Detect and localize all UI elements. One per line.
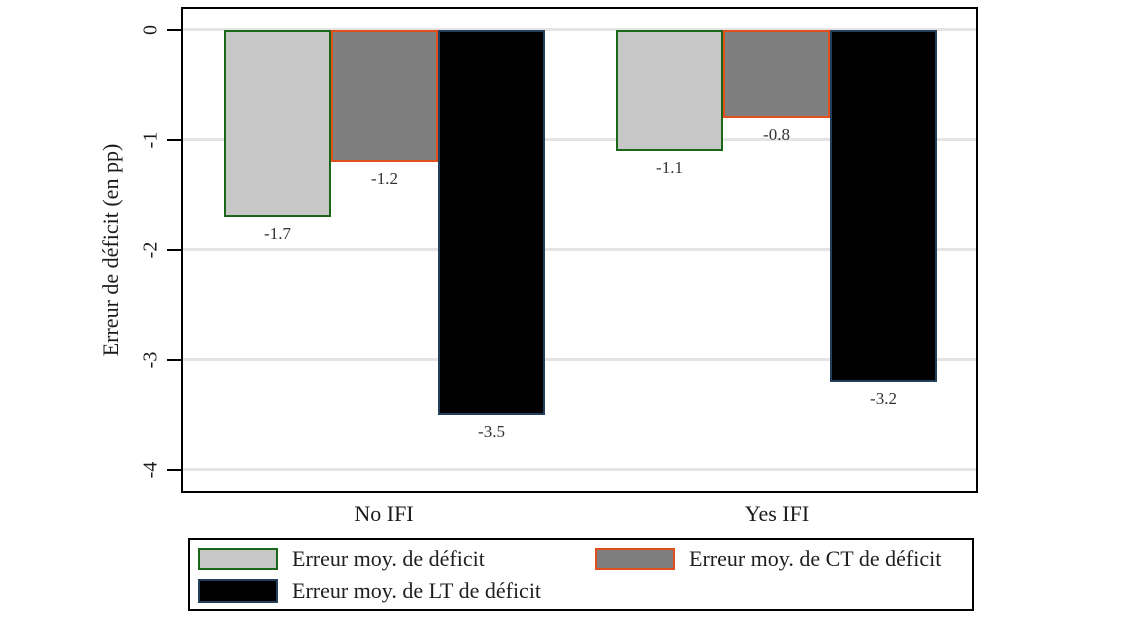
bar-series-0-cat-0 [224,30,331,217]
bar-value-label: -3.5 [478,422,505,441]
y-tick [167,359,181,361]
bar-series-0-cat-1 [616,30,723,151]
y-tick-label: -3 [139,351,162,369]
bar-value-label: -1.1 [656,158,683,177]
y-tick [167,139,181,141]
bar-series-2-cat-0 [438,30,545,415]
bar-series-1-cat-0 [331,30,438,162]
bar-series-2-cat-1 [830,30,937,382]
y-tick-label: -2 [139,241,162,259]
y-tick [167,29,181,31]
legend-swatch-erreur-moy-ct-deficit [595,548,675,570]
bar-value-label: -0.8 [763,125,790,144]
gridline [183,468,976,471]
plot-area: -1.7 -1.2 -3.5 -1.1 -0.8 -3.2 [181,7,978,493]
y-tick [167,249,181,251]
y-tick-label: 0 [139,25,162,35]
legend-label-erreur-moy-lt-deficit: Erreur moy. de LT de déficit [292,578,542,603]
x-category-label-yes-ifi: Yes IFI [744,501,810,526]
y-tick-label: -1 [139,131,162,149]
legend-swatch-erreur-moy-lt-deficit [198,579,278,603]
gridline [183,138,976,141]
bar-value-label: -1.7 [264,224,291,243]
gridline [183,28,976,31]
bar-value-label: -1.2 [371,169,398,188]
x-category-label-no-ifi: No IFI [354,501,414,526]
y-axis-title: Erreur de déficit (en pp) [98,143,123,357]
gridline [183,358,976,361]
legend-label-erreur-moy-deficit: Erreur moy. de déficit [292,546,485,571]
y-tick [167,469,181,471]
legend-label-erreur-moy-ct-deficit: Erreur moy. de CT de déficit [689,546,942,571]
bar-series-1-cat-1 [723,30,830,118]
legend-swatch-erreur-moy-deficit [198,548,278,570]
bar-value-label: -3.2 [870,389,897,408]
y-tick-label: -4 [139,461,162,479]
legend: Erreur moy. de déficit Erreur moy. de CT… [188,538,974,611]
gridline [183,248,976,251]
